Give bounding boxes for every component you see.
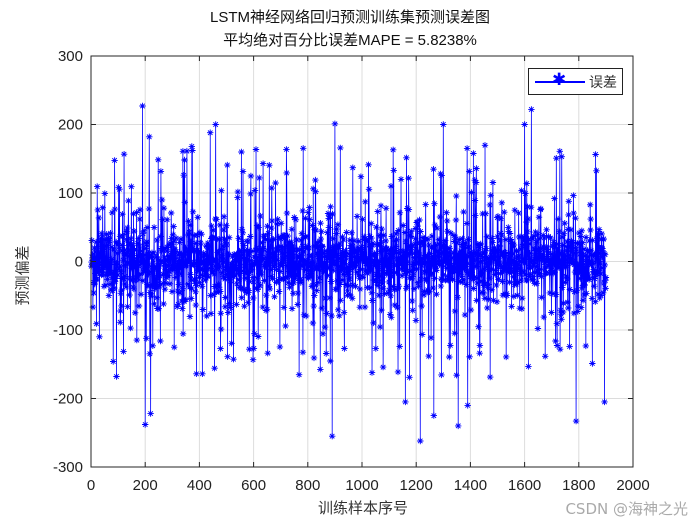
y-tick-label: -200 [53,391,83,408]
legend: ✱ 误差 [528,68,623,95]
chart-subtitle: 平均绝对百分比误差MAPE = 5.8238% [223,32,477,49]
y-tick-label: 300 [58,48,83,65]
legend-label: 误差 [589,74,617,90]
y-tick-label: 200 [58,117,83,134]
x-tick-label: 1400 [454,477,487,494]
y-tick-label: 0 [75,254,83,271]
y-tick-label: -300 [53,459,83,476]
watermark: CSDN @海神之光 [565,500,688,518]
y-axis-label: 预测偏差 [13,245,32,306]
x-tick-label: 1000 [345,477,378,494]
x-tick-label: 200 [133,477,158,494]
x-tick-label: 1600 [508,477,541,494]
legend-line-icon [535,81,585,83]
x-tick-label: 800 [295,477,320,494]
x-tick-label: 0 [87,477,95,494]
chart-title: LSTM神经网络回归预测训练集预测误差图 [209,9,490,26]
x-tick-label: 600 [241,477,266,494]
asterisk-marker-icon: ✱ [552,70,567,89]
x-tick-label: 1200 [400,477,433,494]
x-tick-label: 1800 [562,477,595,494]
y-tick-label: -100 [53,322,83,339]
y-tick-label: 100 [58,185,83,202]
x-tick-label: 2000 [616,477,649,494]
x-axis-label: 训练样本序号 [317,499,408,517]
x-tick-label: 400 [187,477,212,494]
